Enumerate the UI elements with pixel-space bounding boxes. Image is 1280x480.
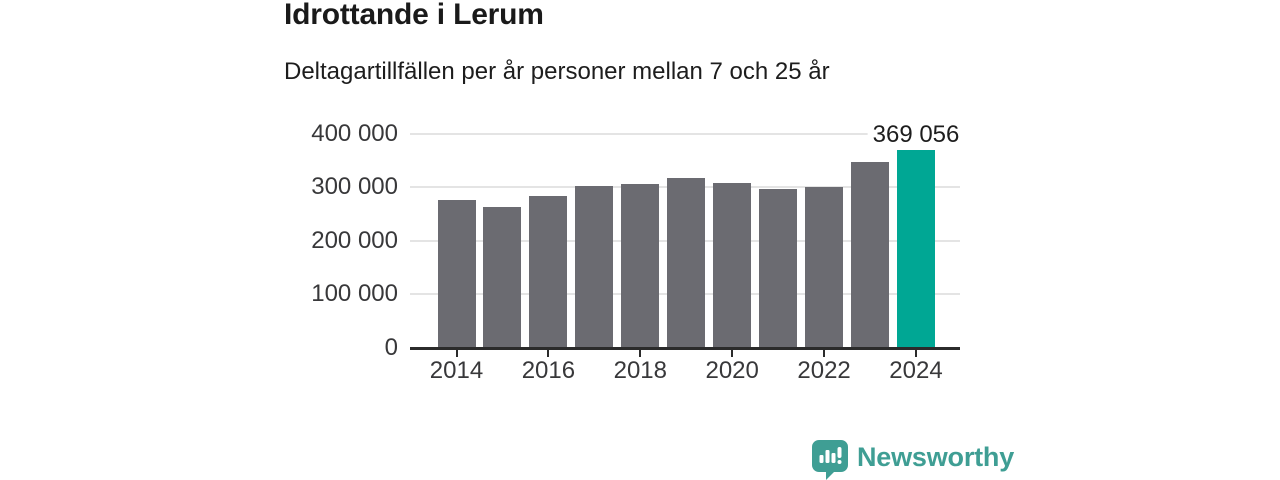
bar-2016 (529, 195, 568, 348)
gridline (410, 132, 960, 135)
x-axis-tick (639, 350, 642, 357)
x-axis-tick (823, 350, 826, 357)
bar-2019 (667, 178, 706, 348)
y-axis-tick-label: 0 (384, 334, 398, 361)
bar-2024 (897, 150, 935, 348)
bar-2023 (851, 162, 890, 348)
x-axis-tick-label: 2024 (889, 357, 943, 384)
bar-2018 (621, 184, 660, 348)
x-axis-tick-label: 2018 (613, 357, 667, 384)
x-axis-tick (731, 350, 734, 357)
chart-subtitle: Deltagartillfällen per år personer mella… (284, 58, 830, 85)
newsworthy-logo: Newsworthy (812, 440, 1014, 480)
x-axis-tick (547, 350, 550, 357)
bar-2015 (483, 206, 522, 348)
x-axis-tick (915, 350, 917, 357)
chart-title: Idrottande i Lerum (284, 0, 544, 31)
newsworthy-wordmark: Newsworthy (857, 442, 1015, 472)
x-axis-tick (455, 350, 458, 357)
newsworthy-logo-icon (812, 440, 848, 480)
y-axis-tick-label: 400 000 (311, 119, 398, 147)
y-axis-tick-label: 300 000 (311, 173, 398, 201)
x-axis-line (410, 347, 960, 350)
bar-2014 (437, 199, 476, 348)
bar-2017 (575, 186, 614, 348)
x-axis-tick-label: 2022 (797, 357, 851, 384)
bar-2022 (805, 186, 844, 348)
x-axis-tick-label: 2014 (429, 357, 484, 384)
bar-2020 (713, 183, 752, 348)
x-axis-tick-label: 2020 (705, 357, 759, 384)
y-axis-tick-label: 200 000 (311, 226, 398, 254)
x-axis-tick-label: 2016 (521, 357, 576, 384)
highlighted-value-label: 369 056 (867, 121, 965, 150)
bar-2021 (759, 188, 798, 348)
y-axis-tick-label: 100 000 (311, 280, 398, 308)
